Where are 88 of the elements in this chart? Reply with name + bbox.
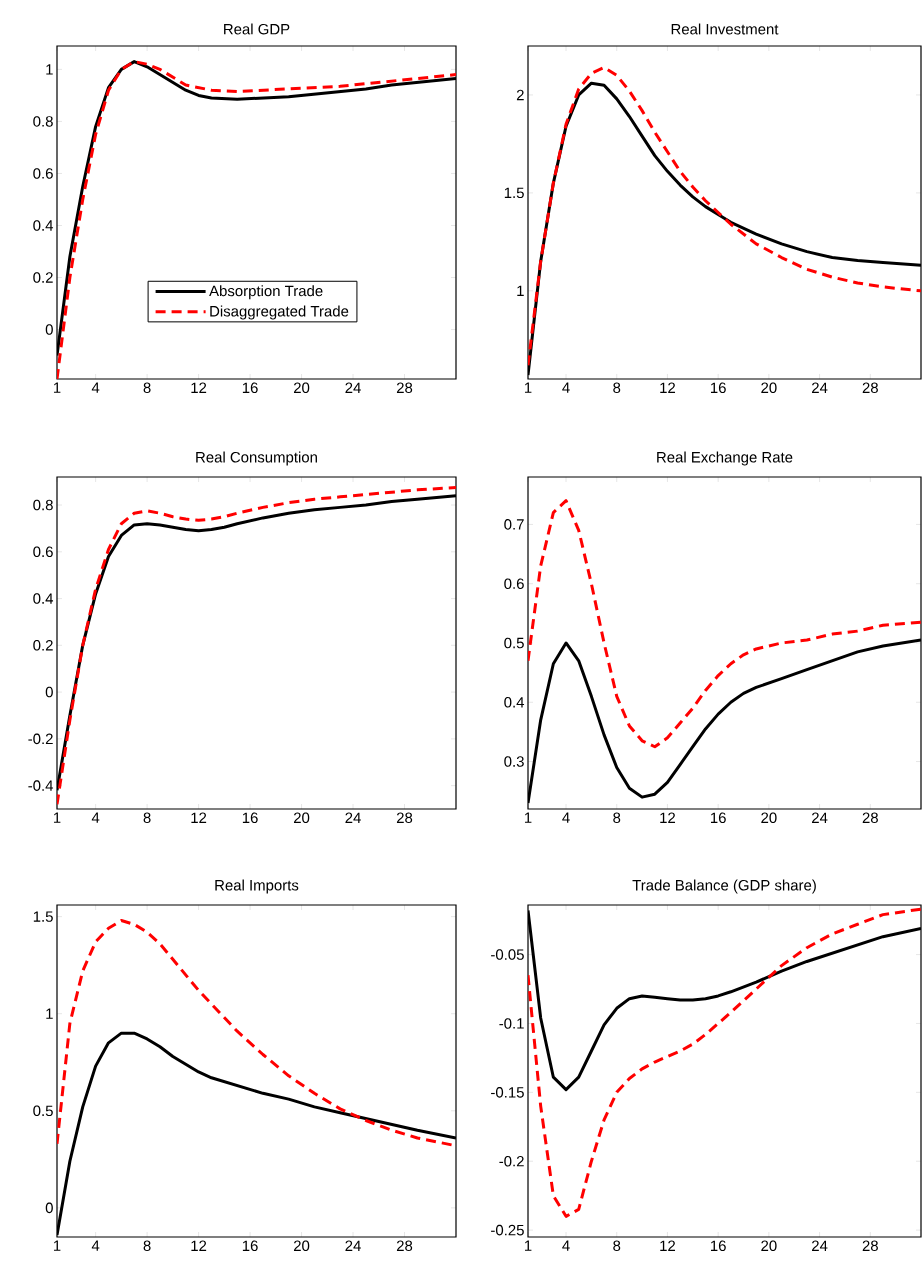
x-tick-label: 1	[53, 812, 61, 823]
x-tick-label: 28	[862, 1240, 878, 1252]
y-tick-label: 1	[517, 285, 524, 296]
y-tick-label: -0.2	[499, 1155, 524, 1167]
x-tick-label: 4	[562, 1240, 570, 1251]
y-tick-label: -0.4	[28, 780, 54, 791]
y-tick-label: 0	[45, 324, 53, 335]
chart-title: Real Exchange Rate	[657, 451, 793, 466]
y-tick-label: 0.8	[33, 499, 53, 511]
x-tick-label: 1	[524, 1240, 532, 1251]
x-tick-label: 24	[812, 812, 828, 823]
y-tick-label: 0.6	[33, 168, 53, 179]
x-tick-label: 20	[293, 382, 310, 394]
x-tick-label: 28	[862, 382, 878, 394]
x-tick-label: 20	[761, 382, 777, 394]
x-tick-label: 24	[345, 812, 361, 823]
chart-title: Real Imports	[215, 879, 299, 894]
y-tick-label: 0.5	[504, 637, 524, 649]
y-tick-label: 0	[45, 1202, 53, 1214]
y-tick-label: 0.3	[504, 756, 524, 767]
chart-title: Real Investment	[671, 23, 779, 35]
x-tick-label: 16	[710, 382, 726, 394]
x-tick-label: 16	[242, 1240, 258, 1252]
legend-label: Disaggregated Trade	[210, 305, 349, 320]
line-series	[528, 907, 921, 1218]
y-tick-label: -0.25	[491, 1224, 524, 1236]
x-tick-label: 4	[91, 382, 100, 393]
x-tick-label: 20	[293, 812, 310, 824]
y-tick-label: 1.5	[504, 187, 524, 199]
x-tick-label: 16	[710, 812, 726, 824]
x-tick-label: 4	[91, 1240, 100, 1251]
x-tick-label: 20	[761, 1240, 777, 1252]
y-tick-label: 0.2	[33, 272, 53, 283]
y-tick-label: 1.5	[33, 911, 53, 922]
x-tick-label: 1	[53, 382, 61, 393]
y-tick-label: 0.4	[504, 696, 525, 708]
y-tick-label: 0.6	[33, 546, 53, 558]
x-tick-label: 12	[191, 382, 207, 393]
x-tick-label: 16	[242, 382, 258, 394]
x-tick-label: 4	[91, 812, 100, 823]
x-tick-label: 4	[562, 812, 570, 823]
x-tick-label: 20	[293, 1240, 310, 1252]
x-tick-label: 24	[345, 1240, 361, 1251]
y-tick-label: 1	[46, 64, 53, 75]
x-tick-label: 1	[53, 1240, 61, 1251]
chart-title: Trade Balance (GDP share)	[632, 879, 816, 894]
y-tick-label: 0	[45, 686, 53, 698]
x-tick-label: 12	[660, 812, 676, 823]
x-tick-label: 28	[396, 382, 413, 394]
x-tick-label: 8	[143, 382, 151, 394]
x-tick-label: 16	[710, 1240, 726, 1252]
x-tick-label: 8	[613, 1240, 621, 1252]
x-tick-label: 12	[191, 812, 207, 823]
y-tick-label: 0.8	[33, 116, 53, 127]
y-tick-label: 0.2	[33, 640, 53, 651]
x-tick-label: 28	[396, 812, 413, 824]
x-tick-label: 4	[562, 382, 570, 393]
x-tick-label: 12	[191, 1240, 207, 1251]
x-tick-label: 1	[524, 382, 532, 393]
x-tick-label: 12	[660, 382, 676, 393]
x-tick-label: 1	[524, 812, 532, 823]
y-tick-label: 1	[46, 1008, 53, 1019]
x-tick-label: 8	[613, 812, 621, 824]
y-tick-label: 0.7	[504, 519, 524, 530]
x-tick-label: 12	[660, 1240, 676, 1251]
y-tick-label: -0.1	[499, 1018, 524, 1029]
x-tick-label: 8	[613, 382, 621, 394]
x-tick-label: 28	[396, 1240, 413, 1252]
x-tick-label: 24	[345, 382, 361, 393]
y-tick-label: -0.15	[491, 1087, 524, 1098]
y-tick-label: 0.4	[33, 593, 54, 604]
line-series	[528, 499, 921, 749]
y-tick-label: -0.05	[491, 949, 524, 960]
y-tick-label: 0.5	[33, 1105, 53, 1117]
x-tick-label: 8	[143, 1240, 151, 1252]
x-tick-label: 24	[812, 382, 828, 393]
x-tick-label: 20	[761, 812, 777, 824]
y-tick-label: 0.4	[33, 220, 54, 231]
y-tick-label: 2	[516, 89, 524, 101]
y-tick-label: -0.2	[28, 733, 53, 745]
y-tick-label: 0.6	[504, 578, 524, 589]
legend-label: Absorption Trade	[209, 285, 323, 300]
chart-title: Real Consumption	[196, 451, 317, 466]
x-tick-label: 28	[862, 812, 878, 824]
x-tick-label: 8	[143, 812, 151, 824]
x-tick-label: 24	[812, 1240, 828, 1251]
x-tick-label: 16	[242, 812, 258, 824]
chart-title: Real GDP	[224, 23, 290, 35]
